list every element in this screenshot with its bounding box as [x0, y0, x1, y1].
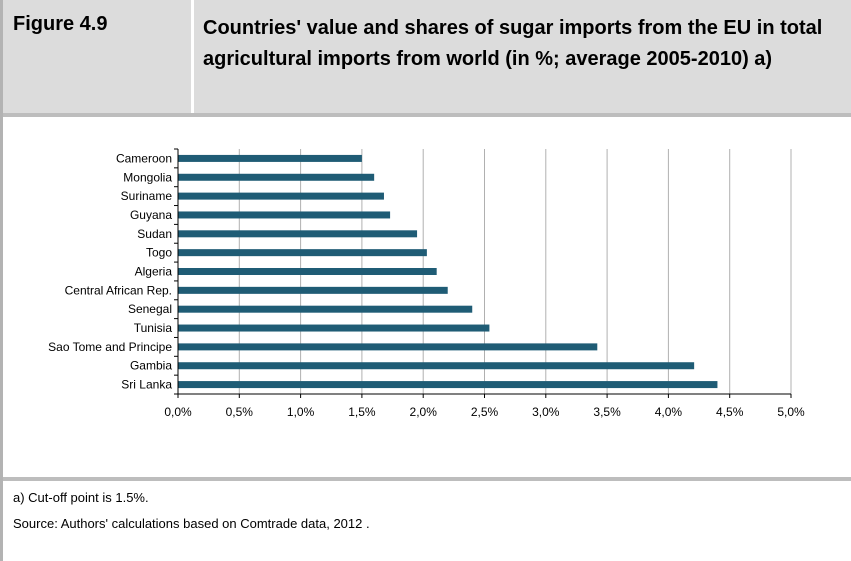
chart-area: Cameroon Mongolia Suriname Guyana Sudan Togo A…: [6, 117, 851, 477]
category-label: Sudan: [137, 227, 172, 241]
bar: [178, 192, 384, 200]
x-tick-label: 3,5%: [593, 405, 621, 419]
bar: [178, 362, 695, 370]
x-tick-label: 1,0%: [287, 405, 315, 419]
category-label: Mongolia: [123, 170, 172, 184]
category-label: Sri Lanka: [121, 378, 172, 392]
x-tick-label: 4,5%: [716, 405, 744, 419]
category-label: Sao Tome and Principe: [48, 340, 172, 354]
source-note: Source: Authors' calculations based on C…: [13, 516, 370, 531]
bar: [178, 324, 490, 332]
figure-title: Countries' value and shares of sugar imp…: [203, 17, 823, 70]
category-label: Senegal: [128, 302, 172, 316]
category-label: Guyana: [130, 208, 172, 222]
category-label: Algeria: [135, 265, 173, 279]
bar: [178, 305, 473, 313]
category-label: Suriname: [121, 189, 173, 203]
bar: [178, 230, 418, 238]
title-divider: [191, 0, 194, 113]
x-tick-label: 0,5%: [226, 405, 254, 419]
bar: [178, 286, 448, 294]
bar: [178, 154, 362, 162]
category-label: Central African Rep.: [65, 283, 172, 297]
category-label: Gambia: [130, 359, 172, 373]
footer-divider: [3, 477, 851, 481]
bar: [178, 381, 718, 389]
x-tick-label: 1,5%: [348, 405, 376, 419]
category-label: Togo: [146, 246, 172, 260]
x-tick-label: 0,0%: [164, 405, 192, 419]
category-label: Tunisia: [134, 321, 173, 335]
category-label: Cameroon: [116, 151, 172, 165]
bar: [178, 173, 375, 181]
x-tick-label: 2,0%: [410, 405, 438, 419]
bar: [178, 211, 391, 219]
bar: [178, 268, 437, 275]
x-tick-label: 4,0%: [655, 405, 683, 419]
x-tick-label: 2,5%: [471, 405, 499, 419]
footnote: a) Cut-off point is 1.5%.: [13, 490, 149, 505]
figure-label: Figure 4.9: [13, 13, 108, 35]
bar: [178, 249, 427, 257]
x-tick-label: 3,0%: [532, 405, 560, 419]
figure-header: Figure 4.9 Countries' value and shares o…: [3, 0, 851, 117]
bar-chart: Cameroon Mongolia Suriname Guyana Sudan Togo A…: [48, 148, 805, 419]
bar: [178, 343, 598, 351]
x-tick-label: 5,0%: [777, 405, 805, 419]
